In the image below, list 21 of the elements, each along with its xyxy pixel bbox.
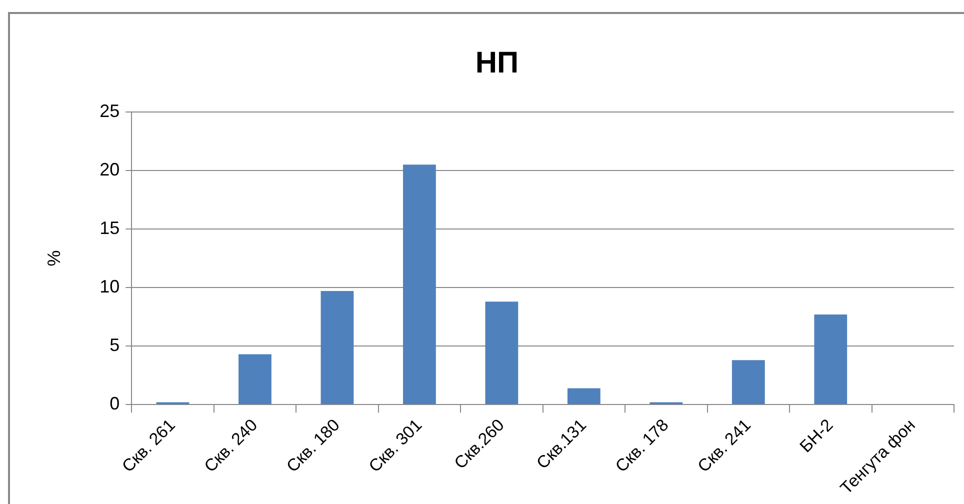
x-tick-label: Скв. 240: [200, 416, 262, 476]
y-axis-title: %: [44, 250, 64, 266]
bar: [814, 314, 848, 404]
y-tick-label: 0: [110, 394, 120, 414]
bar: [238, 354, 272, 404]
bar: [403, 164, 436, 404]
x-tick-label: Скв. 301: [365, 416, 426, 476]
x-tick-label: Скв. 178: [612, 416, 672, 476]
x-tick-label: Скв. 180: [282, 416, 344, 476]
bar: [732, 360, 765, 404]
y-tick-label: 25: [100, 100, 120, 121]
y-tick-label: 5: [110, 335, 120, 356]
x-tick-label: Скв. 241: [694, 416, 755, 476]
x-tick-label: Скв. 261: [118, 416, 179, 476]
bar: [320, 291, 354, 404]
y-tick-label: 10: [100, 276, 120, 297]
bar: [485, 302, 518, 404]
bar: [567, 388, 600, 404]
chart-title: НП: [475, 46, 519, 80]
y-tick-label: 20: [100, 159, 120, 180]
y-tick-label: 15: [100, 218, 120, 238]
